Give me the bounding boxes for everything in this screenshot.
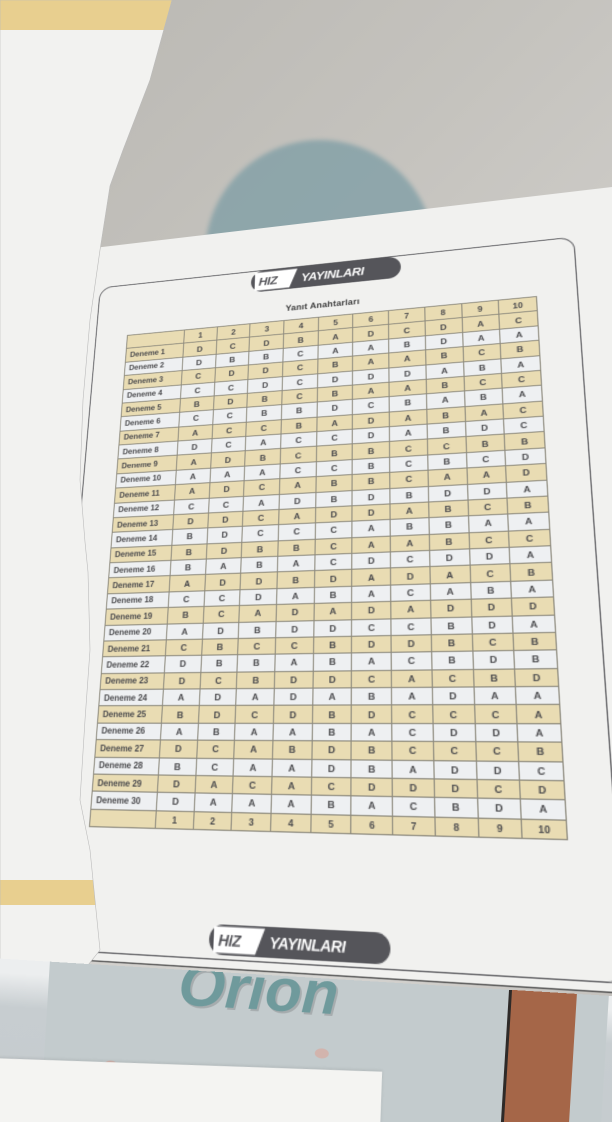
svg-text:HIZ: HIZ: [258, 274, 278, 288]
svg-text:HIZ: HIZ: [218, 932, 242, 952]
